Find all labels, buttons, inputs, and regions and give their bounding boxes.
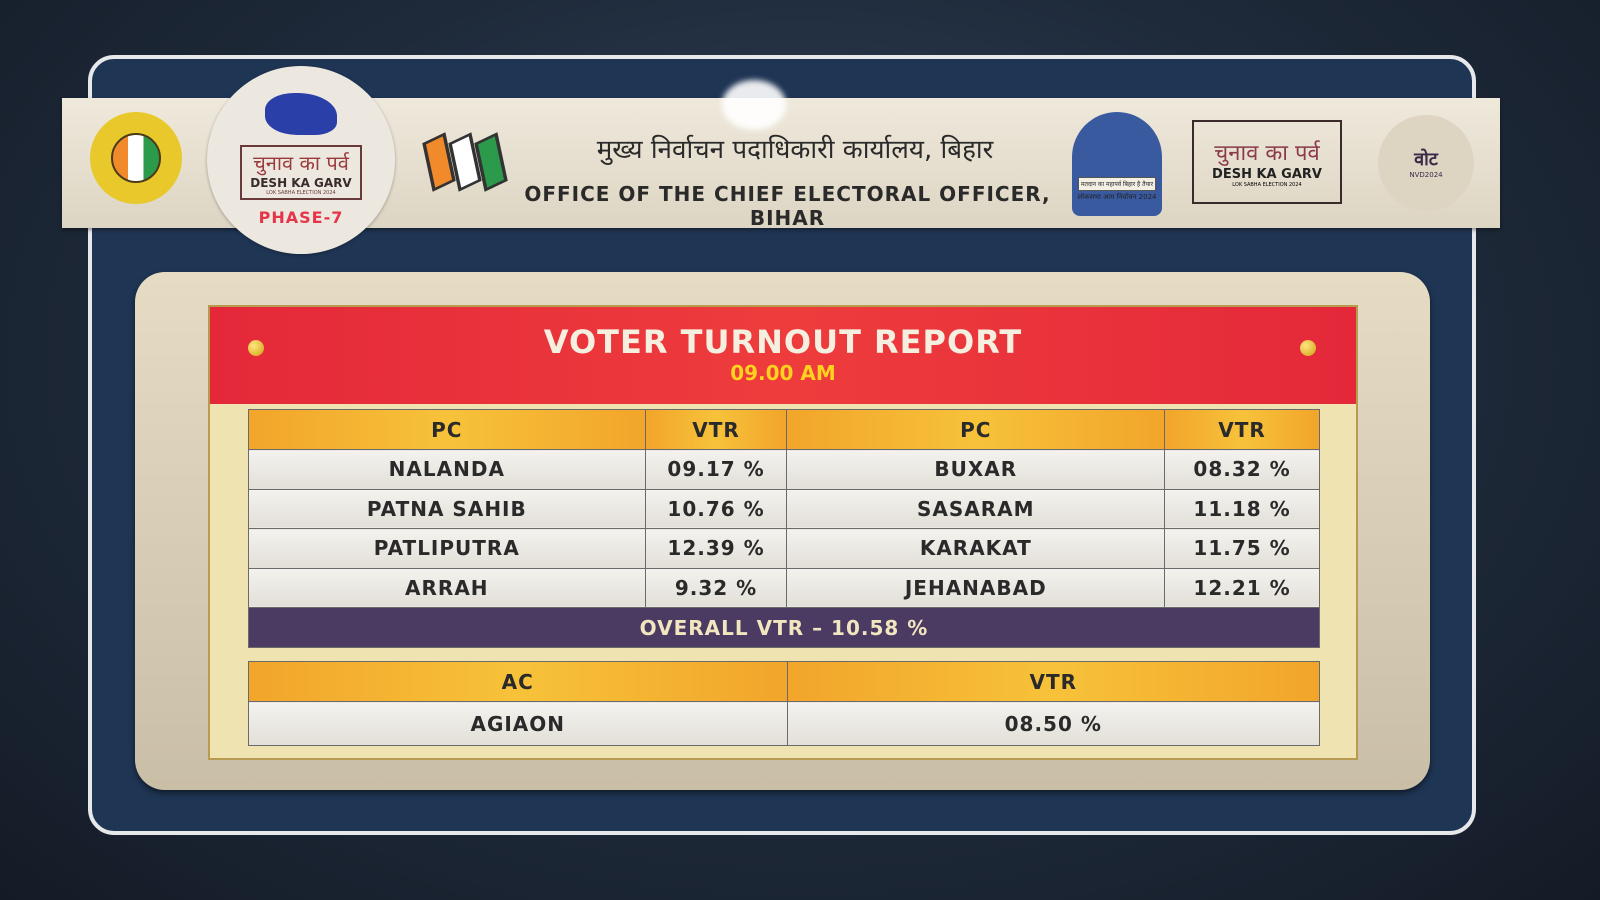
pin-icon — [248, 340, 264, 356]
pin-icon — [1300, 340, 1316, 356]
pc-vtr: 11.75 % — [1164, 528, 1320, 569]
pc-vtr: 09.17 % — [644, 449, 788, 490]
vote-logo: वोट NVD2024 — [1378, 115, 1474, 211]
evm-icon — [111, 133, 161, 183]
report-board: VOTER TURNOUT REPORT 09.00 AM PC VTR PC … — [208, 305, 1358, 760]
pc-vtr: 10.76 % — [644, 488, 788, 529]
header-ac: AC — [248, 661, 788, 702]
table-header-row: AC VTR — [248, 661, 1320, 702]
table-row: PATNA SAHIB 10.76 % SASARAM 11.18 % — [248, 488, 1320, 529]
ac-vtr: 08.50 % — [786, 701, 1320, 746]
overall-vtr: OVERALL VTR – 10.58 % — [248, 607, 1320, 648]
pc-name: KARAKAT — [786, 528, 1166, 569]
table-row: PATLIPUTRA 12.39 % KARAKAT 11.75 % — [248, 528, 1320, 569]
header-vtr: VTR — [644, 409, 788, 450]
pc-vtr: 12.21 % — [1164, 567, 1320, 608]
logo-english: DESH KA GARV — [1212, 166, 1322, 182]
table-header-row: PC VTR PC VTR — [248, 409, 1320, 450]
vote-small: NVD2024 — [1409, 171, 1443, 179]
pc-name: PATLIPUTRA — [248, 528, 646, 569]
logo-small: LOK SABHA ELECTION 2024 — [266, 190, 336, 196]
pc-name: SASARAM — [786, 488, 1166, 529]
pc-name: PATNA SAHIB — [248, 488, 646, 529]
overall-row: OVERALL VTR – 10.58 % — [248, 607, 1320, 648]
svrc-tag: मतदान का महापर्व बिहार है तैयार — [1077, 176, 1157, 191]
header-vtr: VTR — [1164, 409, 1320, 450]
vote-text: वोट — [1414, 149, 1438, 170]
table-row: ARRAH 9.32 % JEHANABAD 12.21 % — [248, 567, 1320, 608]
office-title-hindi: मुख्य निर्वाचन पदाधिकारी कार्यालय, बिहार — [596, 135, 994, 165]
eci-logo — [420, 122, 510, 202]
header-vtr: VTR — [786, 661, 1320, 702]
phase-logo: चुनाव का पर्व DESH KA GARV LOK SABHA ELE… — [207, 66, 395, 254]
report-time: 09.00 AM — [730, 361, 836, 385]
chunav-ka-parv-logo: चुनाव का पर्व DESH KA GARV LOK SABHA ELE… — [240, 145, 362, 200]
phase-label: PHASE-7 — [258, 208, 344, 227]
accessible-elections-logo — [90, 112, 182, 204]
svrc-logo: मतदान का महापर्व बिहार है तैयार लोकसभा आ… — [1072, 112, 1162, 216]
bihar-map-icon — [265, 93, 337, 135]
report-title-band: VOTER TURNOUT REPORT 09.00 AM — [210, 307, 1356, 404]
pc-name: NALANDA — [248, 449, 646, 490]
header-pc: PC — [786, 409, 1166, 450]
logo-hindi: चुनाव का पर्व — [253, 151, 349, 175]
pc-vtr: 11.18 % — [1164, 488, 1320, 529]
logo-small: LOK SABHA ELECTION 2024 — [1232, 181, 1302, 188]
logo-hindi: चुनाव का पर्व — [1214, 140, 1320, 166]
pc-name: ARRAH — [248, 567, 646, 608]
pc-vtr: 9.32 % — [644, 567, 788, 608]
pc-vtr: 12.39 % — [644, 528, 788, 569]
report-title: VOTER TURNOUT REPORT — [543, 323, 1023, 361]
table-row: NALANDA 09.17 % BUXAR 08.32 % — [248, 449, 1320, 490]
pc-table: PC VTR PC VTR NALANDA 09.17 % BUXAR 08.3… — [248, 409, 1320, 648]
ac-name: AGIAON — [248, 701, 788, 746]
table-row: AGIAON 08.50 % — [248, 701, 1320, 746]
header-pc: PC — [248, 409, 646, 450]
pc-vtr: 08.32 % — [1164, 449, 1320, 490]
logo-english: DESH KA GARV — [250, 176, 352, 190]
office-title-english: OFFICE OF THE CHIEF ELECTORAL OFFICER, B… — [524, 182, 1051, 230]
pc-name: JEHANABAD — [786, 567, 1166, 608]
ac-table: AC VTR AGIAON 08.50 % — [248, 661, 1320, 746]
chunav-ka-parv-logo-right: चुनाव का पर्व DESH KA GARV LOK SABHA ELE… — [1192, 120, 1342, 204]
pc-name: BUXAR — [786, 449, 1166, 490]
light-reflection — [722, 80, 786, 130]
svrc-year: लोकसभा आम निर्वाचन 2024 — [1077, 192, 1157, 201]
